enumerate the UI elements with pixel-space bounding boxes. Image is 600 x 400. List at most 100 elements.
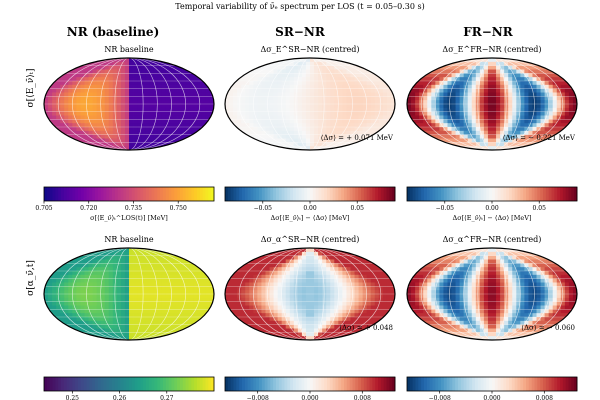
heatmap-cell: [165, 100, 170, 105]
heatmap-cell: [419, 100, 424, 105]
colorbar-swatch: [163, 377, 167, 391]
heatmap-cell: [407, 96, 412, 101]
heatmap-cell: [520, 81, 525, 86]
heatmap-cell: [334, 294, 339, 299]
heatmap-cell: [504, 119, 509, 124]
heatmap-cell: [285, 115, 291, 120]
heatmap-cell: [137, 111, 142, 116]
colorbar-swatch: [117, 377, 121, 391]
heatmap-cell: [516, 92, 521, 97]
heatmap-cell: [137, 263, 142, 268]
heatmap-cell: [169, 73, 174, 78]
heatmap-cell: [64, 84, 69, 90]
colorbar-swatch: [475, 187, 479, 201]
heatmap-cell: [269, 115, 274, 120]
heatmap-cell: [108, 274, 114, 280]
heatmap-cell: [277, 111, 283, 116]
heatmap-cell: [112, 81, 118, 86]
heatmap-cell: [165, 294, 170, 299]
heatmap-cell: [92, 313, 98, 318]
heatmap-cell: [536, 127, 541, 132]
heatmap-cell: [467, 77, 473, 82]
colorbar-tick-label: 0.05: [533, 205, 547, 212]
heatmap-cell: [141, 251, 146, 257]
heatmap-cell: [56, 84, 61, 90]
heatmap-cell: [273, 73, 279, 78]
heatmap-cell: [265, 69, 270, 74]
heatmap-cell: [84, 77, 89, 82]
heatmap-cell: [72, 96, 77, 101]
heatmap-cell: [241, 104, 246, 109]
heatmap-cell: [112, 320, 118, 326]
heatmap-cell: [524, 104, 529, 109]
heatmap-cell: [116, 88, 122, 93]
heatmap-cell: [265, 286, 270, 291]
heatmap-cell: [370, 92, 376, 97]
heatmap-cell: [157, 142, 162, 147]
heatmap-cell: [362, 92, 368, 97]
mean-annotation: ⟨Δσ⟩ = + 0.071 MeV: [321, 134, 394, 142]
heatmap-cell: [342, 104, 347, 109]
heatmap-cell: [496, 142, 501, 147]
heatmap-cell: [56, 301, 61, 306]
heatmap-cell: [80, 301, 85, 306]
colorbar-swatch: [137, 187, 141, 201]
heatmap-cell: [516, 142, 521, 147]
heatmap-cell: [181, 130, 187, 136]
colorbar-tick-label: −0.05: [254, 205, 273, 212]
heatmap-cell: [64, 278, 69, 283]
heatmap-cell: [504, 107, 509, 113]
heatmap-cell: [277, 142, 283, 147]
heatmap-cell: [129, 286, 134, 291]
heatmap-cell: [149, 130, 154, 136]
heatmap-cell: [245, 115, 250, 120]
heatmap-cell: [281, 77, 287, 82]
heatmap-cell: [508, 88, 513, 93]
heatmap-cell: [68, 309, 73, 314]
heatmap-cell: [479, 65, 485, 70]
heatmap-cell: [374, 286, 380, 291]
heatmap-cell: [447, 130, 452, 136]
heatmap-cell: [451, 111, 456, 116]
heatmap-cell: [435, 92, 440, 97]
heatmap-cell: [141, 115, 146, 120]
heatmap-cell: [386, 278, 392, 283]
heatmap-cell: [536, 134, 541, 139]
heatmap-cell: [84, 134, 89, 139]
heatmap-cell: [560, 100, 566, 105]
heatmap-cell: [112, 104, 118, 109]
heatmap-cell: [84, 92, 89, 97]
heatmap-cell: [483, 134, 489, 139]
heatmap-cell: [289, 127, 295, 132]
heatmap-cell: [120, 69, 126, 74]
heatmap-cell: [314, 294, 319, 299]
heatmap-cell: [487, 138, 493, 143]
heatmap-cell: [524, 127, 529, 132]
heatmap-cell: [245, 73, 250, 78]
heatmap-cell: [257, 115, 262, 120]
heatmap-cell: [120, 309, 126, 314]
heatmap-cell: [548, 123, 554, 128]
heatmap-cell: [540, 65, 546, 70]
heatmap-cell: [76, 130, 81, 136]
heatmap-cell: [386, 104, 392, 109]
heatmap-cell: [60, 309, 65, 314]
heatmap-cell: [338, 259, 343, 264]
heatmap-cell: [362, 119, 368, 124]
heatmap-cell: [386, 96, 392, 101]
heatmap-cell: [483, 81, 489, 86]
heatmap-cell: [431, 115, 436, 120]
heatmap-cell: [350, 65, 355, 70]
heatmap-cell: [145, 282, 150, 287]
heatmap-cell: [161, 290, 166, 295]
heatmap-cell: [241, 107, 246, 113]
heatmap-cell: [120, 297, 126, 303]
heatmap-cell: [153, 267, 158, 272]
heatmap-cell: [44, 96, 49, 101]
heatmap-cell: [354, 255, 359, 260]
heatmap-cell: [145, 297, 150, 303]
heatmap-cell: [104, 119, 110, 124]
heatmap-cell: [60, 294, 65, 299]
heatmap-cell: [354, 100, 359, 105]
heatmap-cell: [133, 111, 138, 116]
